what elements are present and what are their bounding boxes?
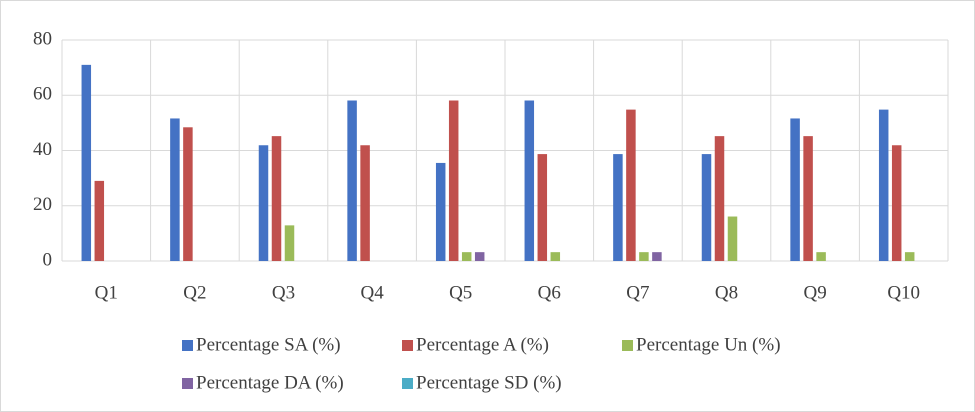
y-tick-label: 80 <box>33 28 52 49</box>
legend-swatch <box>402 378 413 389</box>
bar <box>803 136 813 261</box>
x-tick-label: Q2 <box>183 282 206 303</box>
bar <box>613 154 623 261</box>
bar <box>714 136 725 261</box>
bar <box>652 252 662 261</box>
bar <box>727 216 738 261</box>
bar <box>271 136 282 261</box>
bar <box>626 109 636 262</box>
bar <box>461 252 472 261</box>
x-tick-label: Q3 <box>272 282 295 303</box>
bar <box>639 252 649 261</box>
bar <box>284 225 295 261</box>
bar <box>891 145 902 261</box>
bar <box>347 100 357 261</box>
y-tick-label: 20 <box>33 194 52 215</box>
y-tick-label: 0 <box>43 249 53 270</box>
x-tick-label: Q9 <box>803 282 826 303</box>
bar <box>258 145 269 261</box>
bar <box>701 154 712 261</box>
legend-swatch <box>622 340 633 351</box>
bar <box>904 252 915 261</box>
bar <box>94 180 105 261</box>
x-tick-label: Q6 <box>538 282 561 303</box>
legend-label: Percentage Un (%) <box>636 334 781 355</box>
bar <box>435 162 446 261</box>
legend-label: Percentage A (%) <box>416 334 549 355</box>
bar <box>448 100 459 261</box>
bar <box>170 118 180 261</box>
legend-swatch <box>402 340 413 351</box>
bar <box>360 145 370 261</box>
legend-label: Percentage SA (%) <box>196 334 341 355</box>
legend-label: Percentage DA (%) <box>196 372 344 393</box>
x-tick-label: Q4 <box>360 282 384 303</box>
legend-swatch <box>182 340 193 351</box>
x-tick-label: Q7 <box>626 282 649 303</box>
bar <box>183 127 193 261</box>
bar <box>550 252 561 261</box>
x-tick-label: Q8 <box>715 282 738 303</box>
x-tick-label: Q1 <box>95 282 118 303</box>
bar <box>81 64 92 261</box>
bar <box>474 252 485 261</box>
bar <box>816 252 826 261</box>
bar <box>878 109 889 262</box>
legend-label: Percentage SD (%) <box>416 372 562 393</box>
bar <box>524 100 535 261</box>
y-tick-label: 60 <box>33 84 52 105</box>
y-tick-label: 40 <box>33 139 52 160</box>
legend-swatch <box>182 378 193 389</box>
bar <box>790 118 800 261</box>
x-tick-label: Q10 <box>887 282 920 303</box>
x-tick-label: Q5 <box>449 282 472 303</box>
bar <box>537 154 548 261</box>
